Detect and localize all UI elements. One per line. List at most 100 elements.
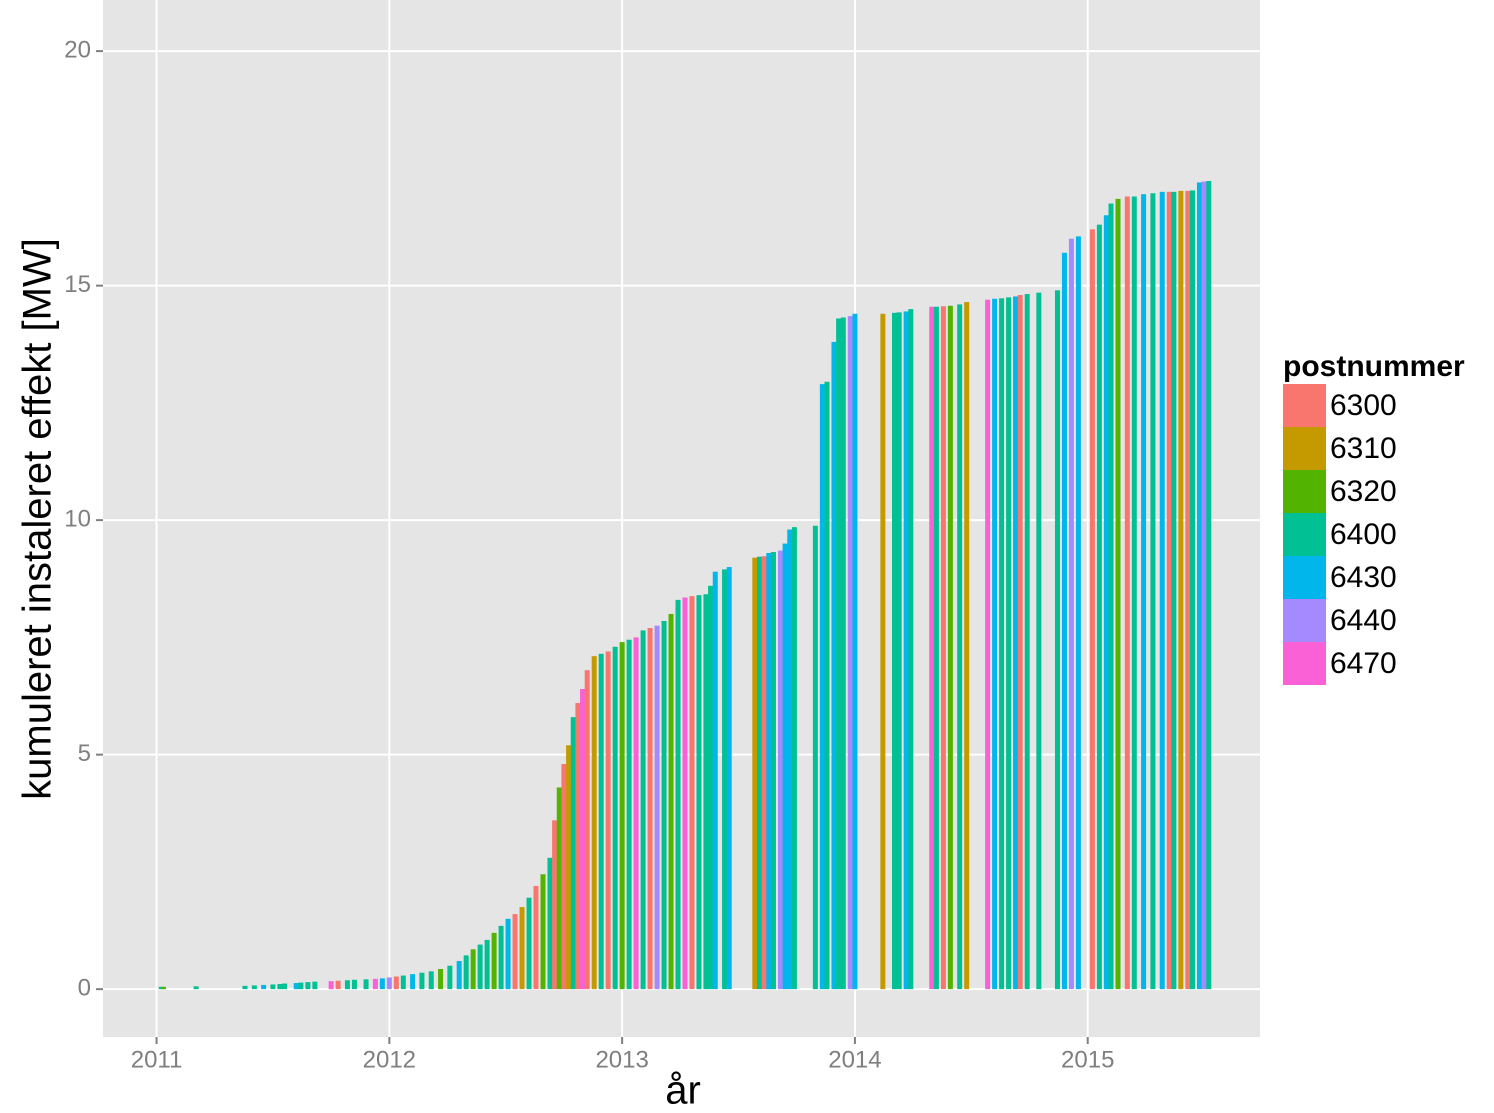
bar: [892, 312, 898, 990]
bar: [1196, 182, 1202, 990]
bar: [1013, 296, 1019, 990]
y-tick-label: 20: [64, 36, 91, 63]
bar: [661, 620, 667, 990]
bar: [561, 764, 567, 990]
bar: [761, 556, 767, 990]
bar: [351, 979, 357, 990]
bar: [1141, 194, 1147, 990]
bar: [1017, 295, 1023, 990]
bar: [824, 381, 830, 990]
bar: [929, 306, 935, 990]
bar: [847, 316, 853, 990]
bar: [957, 304, 963, 990]
x-tick-label: 2014: [828, 1046, 881, 1073]
bar: [419, 972, 425, 990]
bar: [428, 971, 434, 990]
bar: [270, 984, 276, 990]
bar: [570, 717, 576, 990]
bar: [708, 585, 714, 990]
bar: [591, 656, 597, 990]
bar: [298, 982, 304, 990]
bar: [484, 939, 490, 990]
bar: [1206, 181, 1212, 990]
bar: [836, 318, 842, 990]
bar: [1075, 236, 1081, 990]
bar: [1171, 191, 1177, 990]
plot-panel: [103, 0, 1260, 1037]
bar: [722, 569, 728, 990]
legend-key: [1283, 556, 1326, 599]
bar: [293, 983, 299, 990]
bar: [1185, 190, 1191, 990]
bar: [1024, 294, 1030, 990]
bar: [1166, 191, 1172, 990]
bar: [305, 982, 311, 990]
y-tick-label: 10: [64, 505, 91, 532]
bar: [410, 974, 416, 990]
bar: [840, 317, 846, 990]
bar: [782, 543, 788, 990]
bar: [580, 688, 586, 990]
bar: [1061, 252, 1067, 990]
bar: [791, 527, 797, 990]
bar: [852, 313, 858, 990]
bar: [477, 944, 483, 990]
bar: [447, 965, 453, 990]
bar: [1089, 229, 1095, 990]
bar: [696, 595, 702, 990]
bar: [964, 302, 970, 990]
y-tick-label: 15: [64, 271, 91, 298]
bar: [400, 975, 406, 990]
bar: [566, 745, 572, 990]
bar: [498, 925, 504, 990]
legend-label: 6430: [1330, 561, 1397, 594]
bar: [463, 955, 469, 990]
bar: [908, 309, 914, 990]
y-tick-label: 0: [78, 975, 91, 1002]
bar: [277, 984, 283, 990]
bar: [1115, 198, 1121, 990]
legend-key: [1283, 427, 1326, 470]
bar: [335, 980, 341, 990]
bar: [1178, 190, 1184, 990]
bar: [519, 907, 525, 990]
legend-title: postnummer: [1283, 350, 1465, 383]
bar: [756, 556, 762, 990]
bar: [393, 976, 399, 990]
bar: [556, 787, 562, 990]
legend-label: 6470: [1330, 647, 1397, 680]
bar: [251, 985, 257, 990]
bar: [379, 978, 385, 990]
bar: [726, 567, 732, 990]
bar: [282, 983, 288, 990]
bar: [999, 298, 1005, 990]
bar: [619, 642, 625, 990]
bar: [703, 594, 709, 990]
bar: [985, 299, 991, 990]
bar: [812, 525, 818, 990]
bar: [1054, 290, 1060, 990]
bar: [193, 986, 199, 990]
bar: [161, 986, 167, 990]
bar: [933, 306, 939, 990]
bar: [438, 968, 444, 990]
bar: [940, 306, 946, 990]
bar: [540, 874, 546, 990]
bar: [992, 298, 998, 990]
bar: [1096, 224, 1102, 990]
y-axis-title: kumuleret instaleret effekt [MW]: [16, 238, 60, 800]
x-axis-title: år: [665, 1069, 701, 1113]
bar: [533, 885, 539, 990]
bar: [787, 529, 793, 990]
x-tick-label: 2015: [1061, 1046, 1114, 1073]
x-tick-label: 2012: [363, 1046, 416, 1073]
bar: [242, 985, 248, 990]
bar: [675, 599, 681, 990]
bar: [752, 557, 758, 990]
bar: [654, 625, 660, 990]
bar: [612, 646, 618, 990]
legend-key: [1283, 470, 1326, 513]
bar: [505, 918, 511, 990]
bar: [766, 552, 772, 990]
